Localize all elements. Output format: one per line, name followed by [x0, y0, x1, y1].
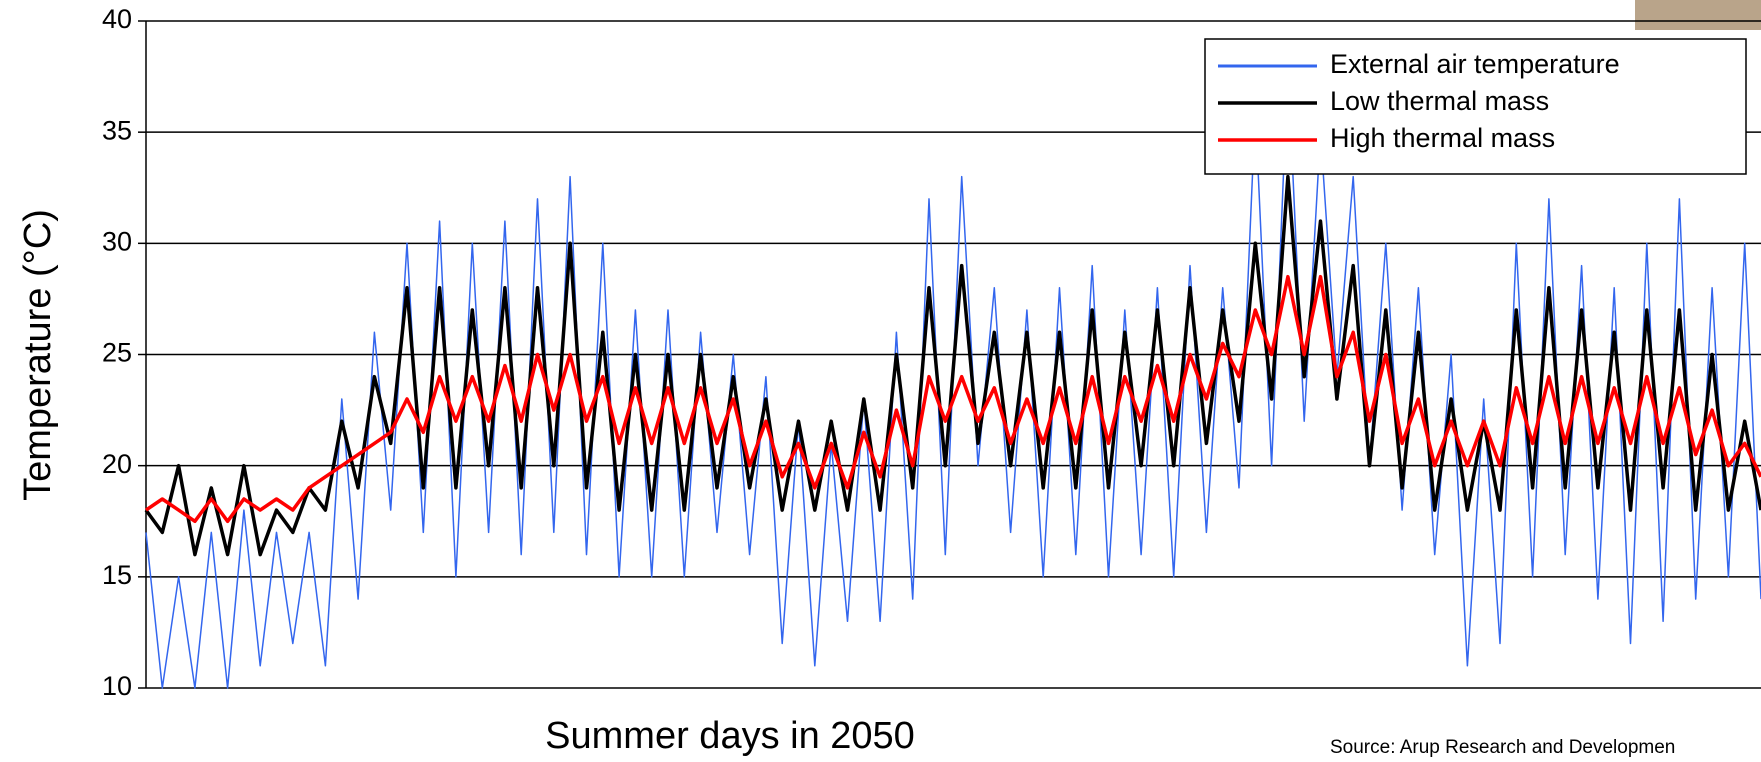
source-note: Source: Arup Research and Developmen: [1330, 737, 1675, 758]
y-tick-label: 20: [102, 449, 132, 479]
y-tick-label: 30: [102, 226, 132, 256]
y-axis-label: Temperature (°C): [17, 209, 59, 501]
photo-fragment: [1635, 0, 1761, 30]
y-tick-label: 25: [102, 338, 132, 368]
x-axis-label: Summer days in 2050: [545, 715, 915, 757]
legend-label: High thermal mass: [1330, 123, 1555, 153]
legend-label: Low thermal mass: [1330, 86, 1549, 116]
y-tick-label: 15: [102, 560, 132, 590]
y-tick-label: 10: [102, 671, 132, 701]
legend-label: External air temperature: [1330, 49, 1620, 79]
series-line: [146, 177, 1761, 555]
chart: Temperature (°C) Summer days in 2050 Sou…: [0, 0, 1761, 762]
y-tick-label: 40: [102, 4, 132, 34]
y-tick-label: 35: [102, 115, 132, 145]
